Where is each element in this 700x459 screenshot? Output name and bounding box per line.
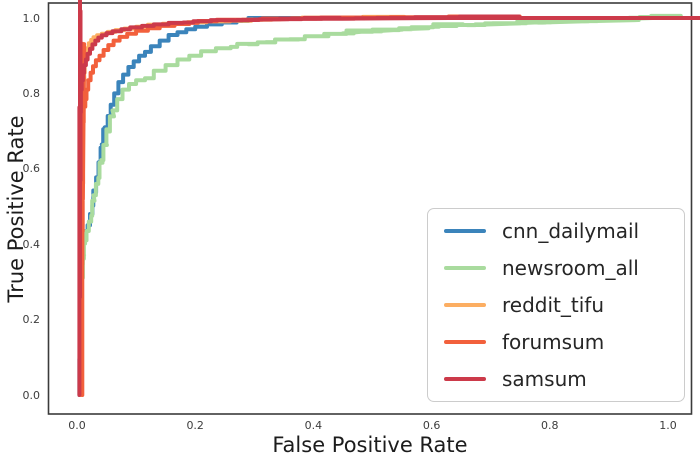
legend-line-swatch — [444, 228, 486, 233]
legend-line-swatch — [444, 265, 486, 270]
legend-label: cnn_dailymail — [502, 218, 640, 243]
legend-line-swatch — [444, 377, 486, 382]
curve-newsroom_all — [78, 13, 683, 397]
legend-item-cnn_dailymail: cnn_dailymail — [428, 213, 684, 249]
legend-label: newsroom_all — [502, 255, 639, 280]
legend-item-reddit_tifu: reddit_tifu — [428, 287, 684, 323]
legend-item-samsum: samsum — [428, 361, 684, 397]
curve-samsum — [77, 0, 700, 397]
legend-line-swatch — [444, 302, 486, 307]
x-axis-label: False Positive Rate — [272, 433, 468, 457]
legend-label: samsum — [502, 367, 587, 392]
legend-item-forumsum: forumsum — [428, 324, 684, 360]
y-axis-label: True Positive Rate — [4, 115, 28, 303]
axes-spines — [47, 2, 693, 415]
legend-line-swatch — [444, 340, 486, 345]
legend-item-newsroom_all: newsroom_all — [428, 250, 684, 286]
legend-label: reddit_tifu — [502, 292, 604, 317]
legend-label: forumsum — [502, 330, 605, 355]
